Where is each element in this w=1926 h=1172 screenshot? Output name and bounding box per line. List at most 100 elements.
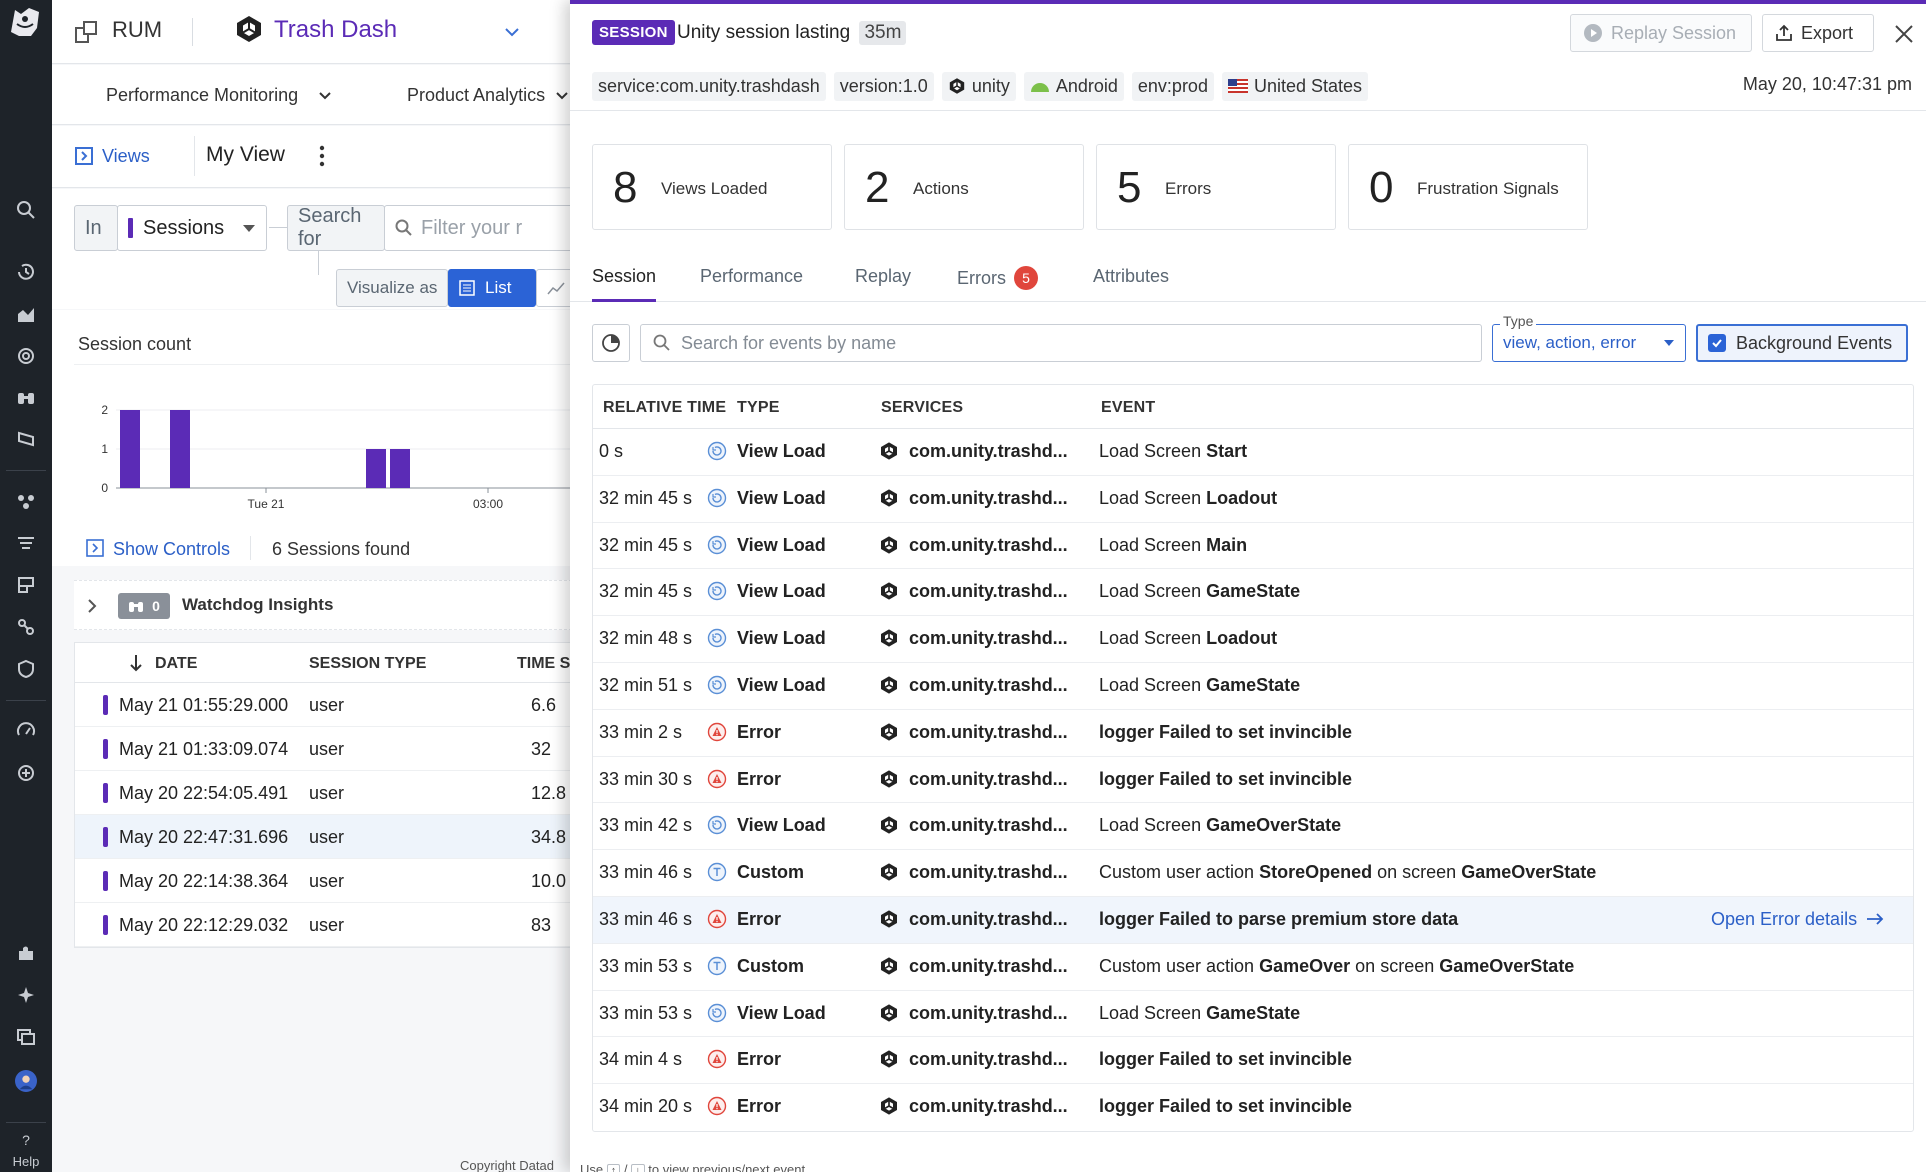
replay-session-button[interactable]: Replay Session: [1570, 14, 1752, 52]
export-button[interactable]: Export: [1762, 14, 1874, 52]
binoculars-icon[interactable]: [15, 386, 37, 408]
help-icon[interactable]: ?: [22, 1132, 30, 1148]
infrastructure-icon[interactable]: [15, 574, 37, 596]
tab-session[interactable]: Session: [592, 266, 657, 302]
event-row[interactable]: 32 min 45 s View Load com.unity.trashd... L…: [593, 476, 1913, 523]
table-row[interactable]: May 20 22:47:31.696 user 34.8: [75, 815, 571, 859]
table-row[interactable]: May 20 22:54:05.491 user 12.8: [75, 771, 571, 815]
table-row[interactable]: May 21 01:55:29.000 user 6.6: [75, 683, 571, 727]
column-services[interactable]: SERVICES: [881, 399, 964, 416]
user-avatar[interactable]: [15, 1070, 37, 1092]
tag-service[interactable]: service:com.unity.trashdash: [592, 71, 826, 101]
tag-android[interactable]: Android: [1023, 71, 1124, 101]
table-row[interactable]: May 20 22:12:29.032 user 83: [75, 903, 571, 947]
puzzle-icon[interactable]: [15, 942, 37, 964]
list-view-button[interactable]: List: [448, 269, 536, 307]
app-title[interactable]: Trash Dash: [274, 16, 398, 43]
sessions-select[interactable]: Sessions: [117, 205, 267, 251]
event-row[interactable]: 33 min 46 s Custom com.unity.trashd... Cust…: [593, 850, 1913, 897]
timeseries-view-button[interactable]: [536, 269, 576, 307]
event-row[interactable]: 32 min 45 s View Load com.unity.trashd... L…: [593, 523, 1913, 570]
event-row[interactable]: 33 min 46 s Error com.unity.trashd... logge…: [593, 896, 1913, 944]
type-filter-select[interactable]: view, action, error: [1492, 324, 1686, 362]
tab-attributes[interactable]: Attributes: [1093, 266, 1170, 286]
event-row[interactable]: 0 s View Load com.unity.trashd... Load Scre…: [593, 429, 1913, 476]
column-session-type[interactable]: SESSION TYPE: [309, 655, 427, 672]
event-type-label: View Load: [737, 441, 826, 461]
chart-bar[interactable]: [366, 449, 386, 488]
apm-icon[interactable]: [15, 490, 37, 512]
table-row[interactable]: May 20 22:14:38.364 user 10.0: [75, 859, 571, 903]
close-icon[interactable]: [1892, 22, 1916, 46]
column-event[interactable]: EVENT: [1101, 399, 1156, 416]
tag-env[interactable]: env:prod: [1131, 71, 1214, 101]
event-search-input[interactable]: Search for events by name: [640, 324, 1482, 362]
nav-performance-monitoring[interactable]: Performance Monitoring: [106, 85, 299, 105]
more-options-icon[interactable]: [318, 144, 326, 168]
column-time-spent[interactable]: TIME SI: [517, 655, 575, 672]
column-relative-time[interactable]: RELATIVE TIME: [603, 399, 727, 416]
windows-icon[interactable]: [15, 1026, 37, 1048]
search-icon[interactable]: [15, 199, 37, 221]
ci-icon[interactable]: [15, 762, 37, 784]
open-error-details-link[interactable]: Open Error details: [1711, 909, 1884, 930]
show-controls-button[interactable]: Show Controls: [113, 539, 231, 559]
stat-errors[interactable]: 5 Errors: [1096, 144, 1336, 230]
event-row[interactable]: 33 min 2 s Error com.unity.trashd... logger…: [593, 710, 1913, 757]
y-tick-label: 1: [101, 442, 108, 456]
nav-product-analytics[interactable]: Product Analytics: [407, 85, 546, 105]
chart-bar[interactable]: [390, 449, 410, 488]
stat-number: 8: [613, 163, 638, 212]
ux-monitoring-icon[interactable]: [15, 720, 37, 742]
chevron-right-icon[interactable]: [86, 598, 98, 614]
views-button[interactable]: Views: [102, 146, 150, 166]
tab-performance[interactable]: Performance: [700, 266, 804, 286]
network-icon[interactable]: [15, 616, 37, 638]
watchdog-insights[interactable]: 0 Watchdog Insights: [74, 580, 572, 630]
column-type[interactable]: TYPE: [737, 399, 780, 416]
datadog-logo-icon[interactable]: [5, 2, 45, 42]
caret-down-icon: [1664, 340, 1674, 346]
tab-errors[interactable]: Errors 5: [957, 266, 1038, 302]
chart-bar[interactable]: [170, 410, 190, 488]
tag-version[interactable]: version:1.0: [833, 71, 934, 101]
event-row[interactable]: 32 min 48 s View Load com.unity.trashd... L…: [593, 616, 1913, 663]
stat-views-loaded[interactable]: 8 Views Loaded: [592, 144, 832, 230]
tag-country[interactable]: United States: [1221, 71, 1369, 101]
view-name[interactable]: My View: [206, 143, 285, 166]
integrations-icon[interactable]: [15, 428, 37, 450]
monitors-icon[interactable]: [15, 345, 37, 367]
chart-bar[interactable]: [120, 410, 140, 488]
event-row[interactable]: 33 min 42 s View Load com.unity.trashd... L…: [593, 803, 1913, 851]
event-row[interactable]: 32 min 45 s View Load com.unity.trashd... L…: [593, 569, 1913, 617]
filter-input[interactable]: Filter your r: [384, 205, 584, 251]
time-format-button[interactable]: [592, 324, 630, 362]
security-icon[interactable]: [15, 658, 37, 680]
tab-replay[interactable]: Replay: [855, 266, 912, 286]
stat-actions[interactable]: 2 Actions: [844, 144, 1084, 230]
background-events-toggle[interactable]: Background Events: [1696, 324, 1908, 362]
event-row[interactable]: 33 min 53 s View Load com.unity.trashd... L…: [593, 991, 1913, 1038]
help-label[interactable]: Help: [12, 1154, 40, 1169]
event-row[interactable]: 34 min 4 s Error com.unity.trashd... logger…: [593, 1037, 1913, 1085]
chevron-down-icon[interactable]: [318, 91, 332, 101]
event-row[interactable]: 33 min 30 s Error com.unity.trashd... logge…: [593, 757, 1913, 804]
tag-unity[interactable]: unity: [941, 71, 1016, 101]
event-type: View Load: [707, 488, 826, 509]
chevron-down-icon[interactable]: [504, 26, 520, 38]
stat-frustration-signals[interactable]: 0 Frustration Signals: [1348, 144, 1588, 230]
product-label[interactable]: RUM: [112, 17, 163, 42]
event-row[interactable]: 33 min 53 s Custom com.unity.trashd... Cust…: [593, 944, 1913, 991]
error-icon: [707, 722, 727, 741]
column-date[interactable]: DATE: [155, 655, 198, 672]
events-table: RELATIVE TIME TYPE SERVICES EVENT 0 s Vie…: [592, 384, 1914, 1132]
sparkle-icon[interactable]: [15, 984, 37, 1006]
event-row[interactable]: 34 min 20 s Error com.unity.trashd... logge…: [593, 1084, 1913, 1131]
history-icon[interactable]: [15, 261, 37, 283]
logs-icon[interactable]: [15, 532, 37, 554]
sort-desc-icon[interactable]: [129, 653, 143, 673]
table-row[interactable]: May 21 01:33:09.074 user 32: [75, 727, 571, 771]
chevron-down-icon[interactable]: [555, 91, 569, 101]
dashboards-icon[interactable]: [15, 303, 37, 325]
event-row[interactable]: 32 min 51 s View Load com.unity.trashd... L…: [593, 663, 1913, 710]
